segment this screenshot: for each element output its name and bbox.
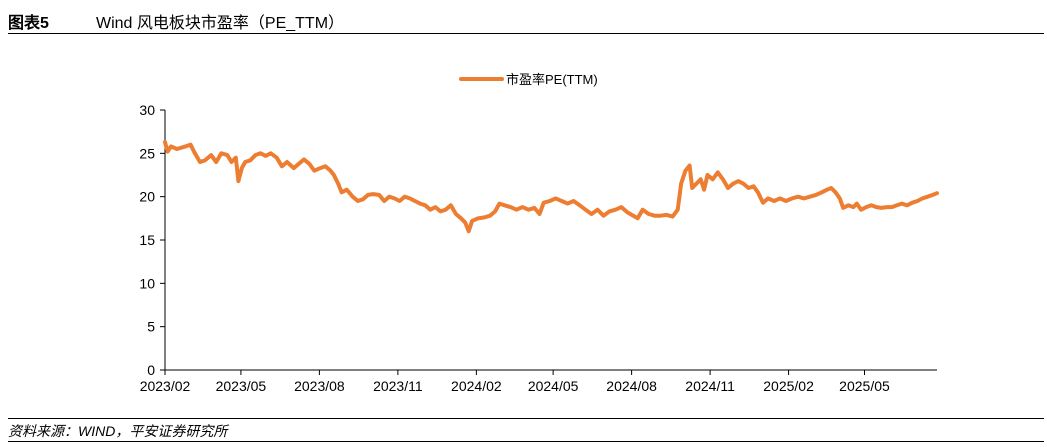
source-note: 资料来源：WIND，平安证券研究所	[8, 423, 228, 439]
y-tick-label: 10	[139, 275, 155, 291]
x-tick-label: 2024/11	[685, 378, 735, 394]
y-tick-label: 15	[139, 232, 155, 248]
x-tick-label: 2023/02	[140, 378, 191, 394]
x-axis-ticks: 2023/02 2023/05 2023/08 2023/11 2024/02 2024/…	[140, 370, 890, 394]
footer-rule-bottom	[8, 441, 1044, 442]
x-tick-label: 2023/08	[294, 378, 345, 394]
figure-header: 图表5 Wind 风电板块市盈率（PE_TTM）	[8, 4, 1044, 34]
figure-number: 图表5	[8, 15, 49, 32]
x-tick-label: 2023/05	[216, 378, 267, 394]
y-tick-label: 25	[139, 145, 155, 161]
footer-rule-top	[8, 418, 1044, 419]
chart-legend: 市盈率PE(TTM)	[459, 72, 598, 87]
legend-label: 市盈率PE(TTM)	[506, 72, 598, 87]
figure-title: Wind 风电板块市盈率（PE_TTM）	[96, 15, 345, 32]
chart-axes	[164, 110, 937, 371]
x-tick-label: 2024/02	[451, 378, 502, 394]
y-tick-label: 5	[147, 319, 155, 335]
x-tick-label: 2023/11	[373, 378, 423, 394]
x-tick-label: 2024/05	[528, 378, 579, 394]
header-rule	[8, 33, 1044, 34]
x-tick-label: 2024/08	[606, 378, 657, 394]
x-tick-label: 2025/05	[839, 378, 890, 394]
y-tick-label: 0	[147, 362, 155, 378]
y-tick-label: 20	[139, 189, 155, 205]
y-tick-label: 30	[139, 102, 155, 118]
series-line-pe-ttm	[163, 140, 939, 234]
y-axis-ticks: 0 5 10 15 20 25 30	[139, 102, 165, 378]
x-tick-label: 2025/02	[763, 378, 814, 394]
